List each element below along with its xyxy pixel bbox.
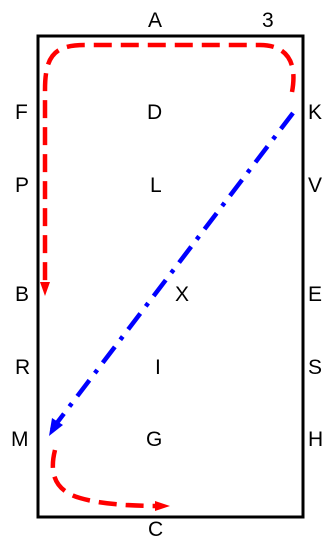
red-route-bottom-arrowhead [155, 501, 170, 511]
letter-l-label: L [150, 174, 162, 197]
letter-h-label: H [308, 428, 323, 451]
letter-v-label: V [308, 174, 322, 197]
red-route-top [42, 42, 296, 285]
letter-m-label: M [11, 428, 29, 451]
letter-f-label: F [15, 101, 28, 124]
blue-route-diagonal [48, 111, 295, 434]
letter-p-label: P [15, 174, 29, 197]
arena-border [36, 34, 305, 519]
letter-d-label: D [147, 101, 162, 124]
letter-g-label: G [146, 428, 162, 451]
blue-route-arrowhead [49, 418, 63, 436]
letter-e-label: E [308, 283, 322, 306]
letter-r-label: R [15, 356, 30, 379]
red-route-bottom [50, 449, 161, 509]
letter-i-label: I [155, 356, 161, 379]
letter-a-label: A [148, 9, 162, 32]
letter-c-label: C [148, 518, 163, 540]
letter-k-label: K [308, 101, 322, 124]
letter-b-label: B [15, 283, 29, 306]
red-route-top-arrowhead [40, 282, 50, 296]
letter-s-label: S [308, 356, 322, 379]
corner-number-label: 3 [262, 9, 274, 32]
letter-x-label: X [175, 283, 189, 306]
